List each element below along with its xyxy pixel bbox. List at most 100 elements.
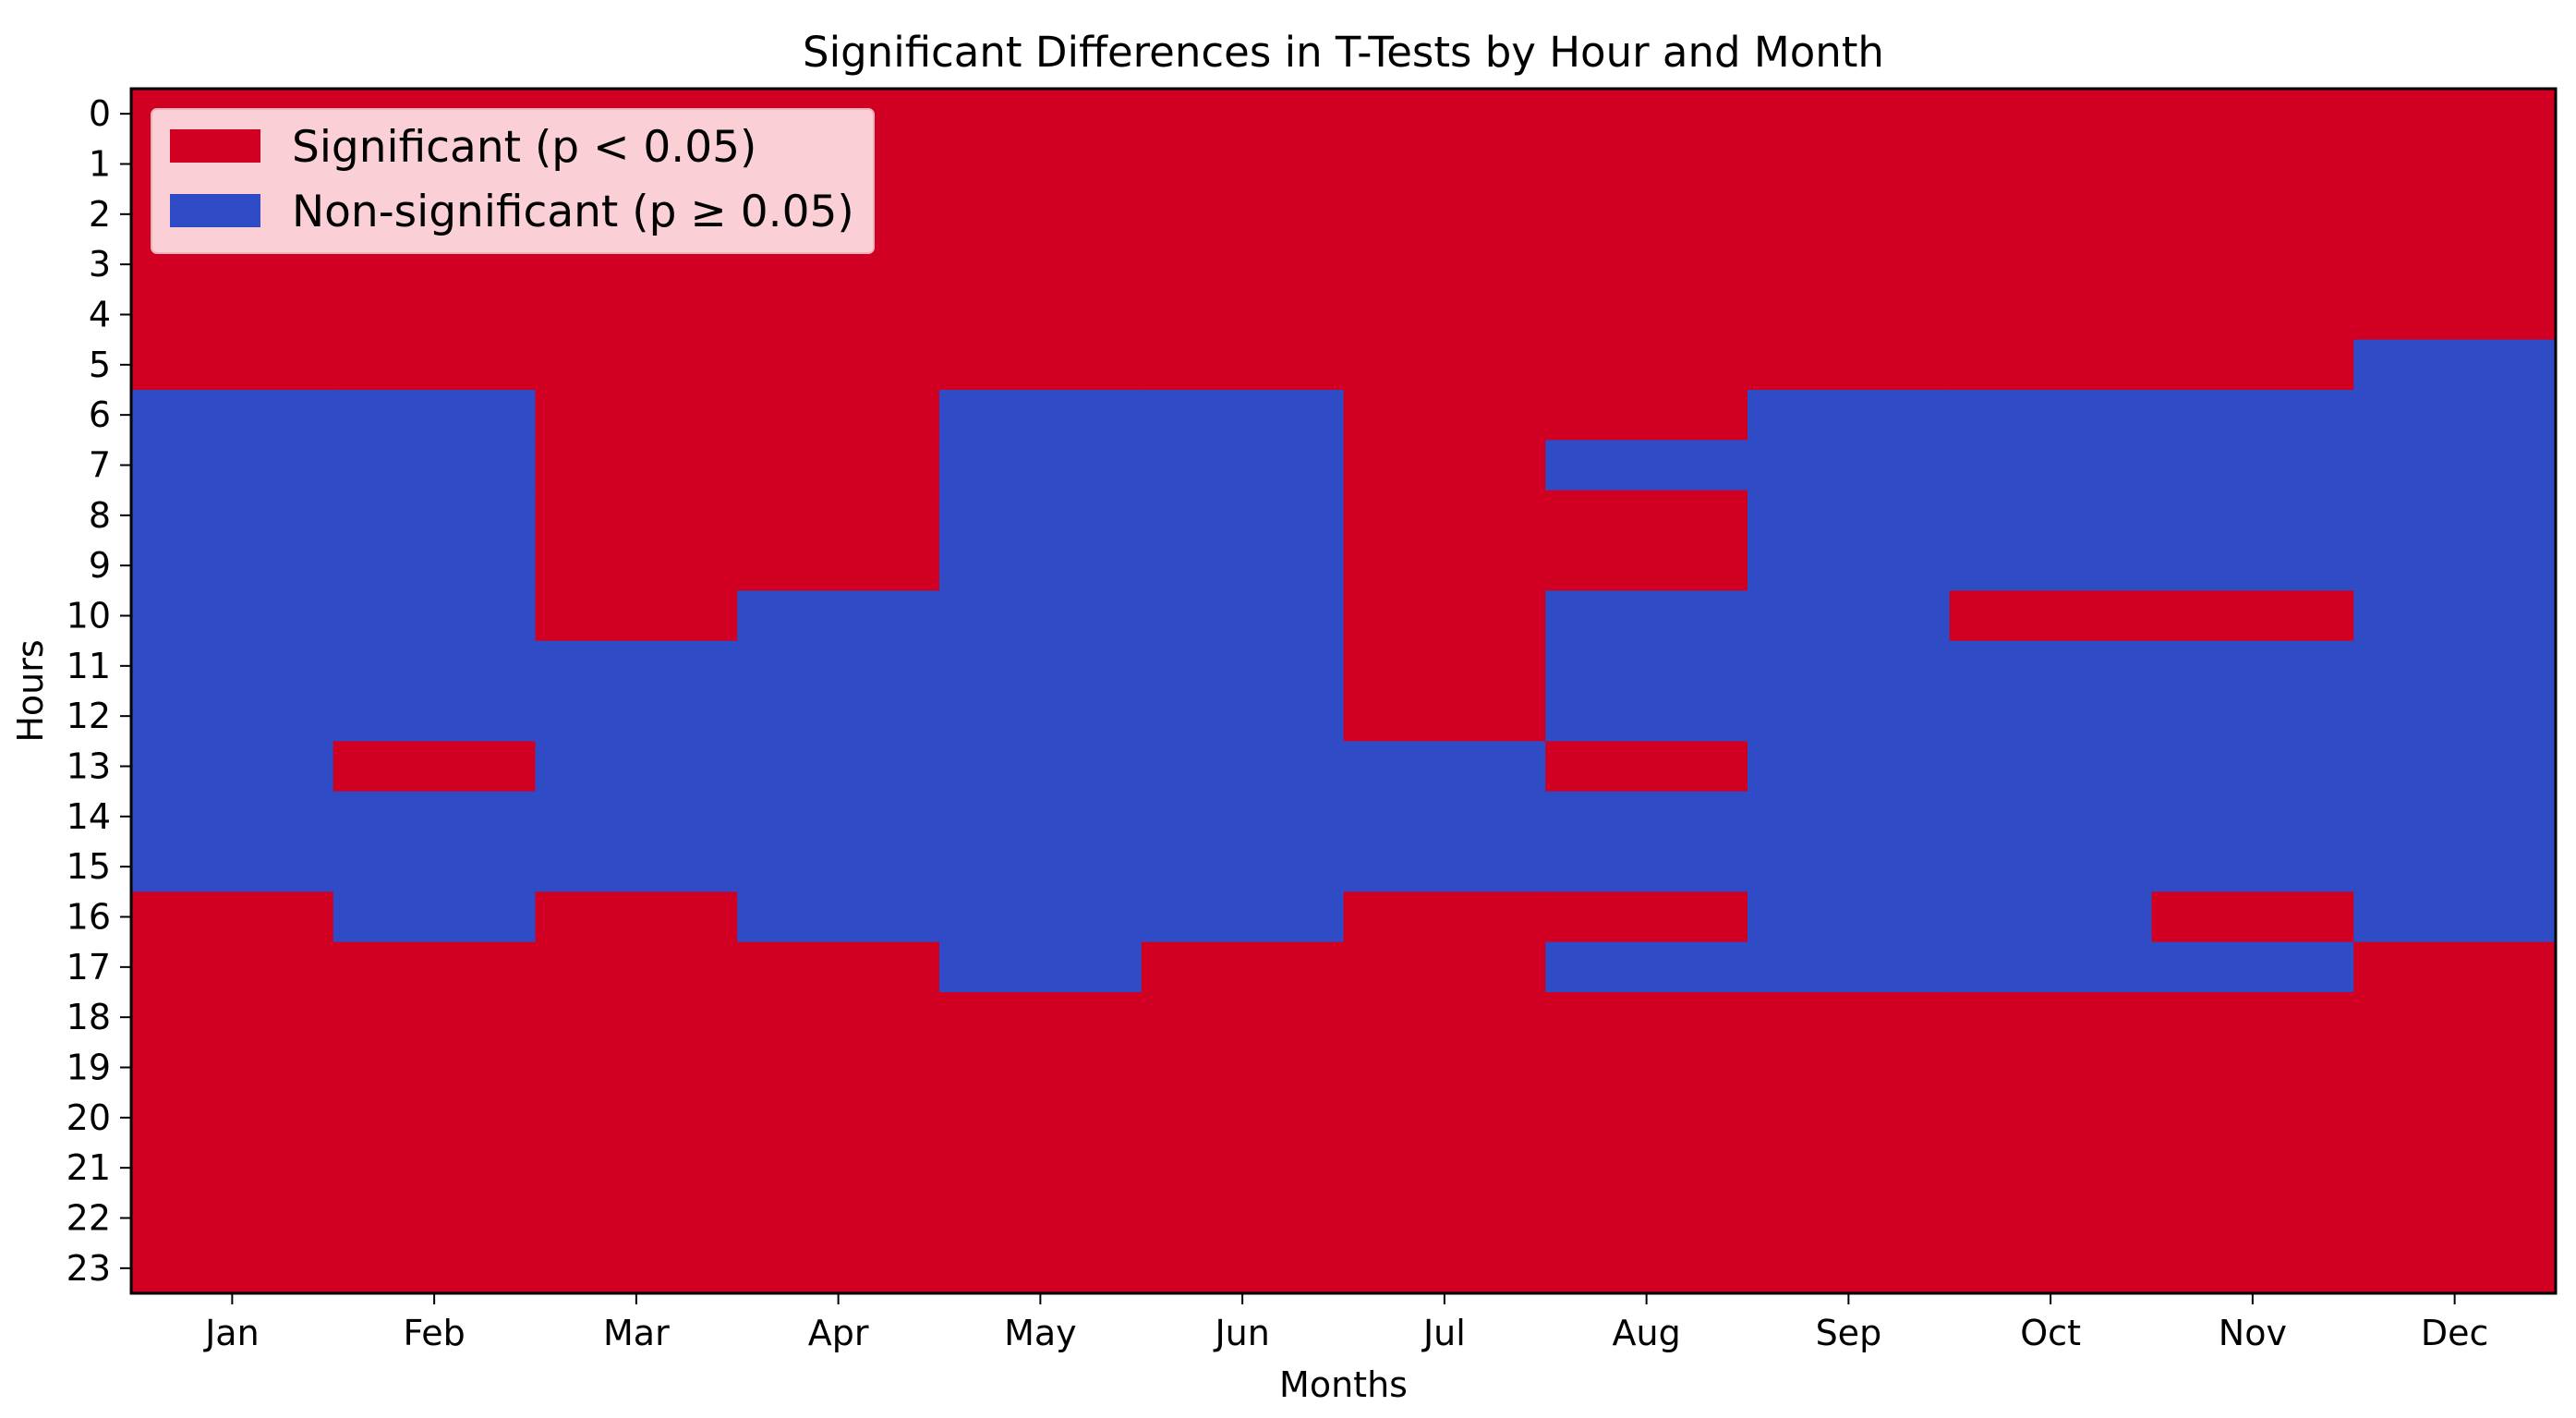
heatmap-cell: [131, 440, 334, 491]
heatmap-cell: [131, 540, 334, 591]
heatmap-cell: [1748, 1193, 1951, 1244]
heatmap-cell: [737, 289, 940, 341]
heatmap-cell: [737, 741, 940, 793]
heatmap-cell: [1343, 791, 1546, 842]
legend-box: [151, 108, 875, 254]
y-tick-label: 22: [67, 1198, 111, 1239]
heatmap-cell: [131, 941, 334, 993]
heatmap-cell: [1545, 941, 1748, 993]
heatmap-cell: [1141, 941, 1345, 993]
y-tick-label: 6: [89, 394, 111, 435]
heatmap-cell: [1141, 1193, 1345, 1244]
heatmap-cell: [1343, 139, 1546, 190]
heatmap-cell: [1949, 89, 2153, 139]
heatmap-cell: [1545, 691, 1748, 742]
heatmap-cell: [2353, 941, 2557, 993]
heatmap-cell: [1545, 640, 1748, 692]
heatmap-cell: [1545, 440, 1748, 491]
heatmap-cell: [2151, 239, 2354, 290]
heatmap-cell: [737, 490, 940, 541]
heatmap-cell: [1141, 490, 1345, 541]
heatmap-cell: [333, 339, 537, 391]
heatmap-cell: [1949, 691, 2153, 742]
x-tick-label: Oct: [2020, 1313, 2081, 1353]
heatmap-cell: [737, 941, 940, 993]
heatmap-cell: [1748, 1143, 1951, 1194]
heatmap-cell: [131, 1143, 334, 1194]
heatmap-cell: [1545, 188, 1748, 240]
heatmap-cell: [1748, 339, 1951, 391]
heatmap-cell: [1343, 1193, 1546, 1244]
heatmap-cell: [737, 992, 940, 1043]
heatmap-cell: [1343, 1042, 1546, 1094]
heatmap-cell: [1545, 1143, 1748, 1194]
heatmap-cell: [1748, 390, 1951, 441]
heatmap-cell: [1748, 289, 1951, 341]
heatmap-cell: [737, 390, 940, 441]
heatmap-cell: [333, 992, 537, 1043]
heatmap-cell: [535, 640, 738, 692]
heatmap-cell: [1141, 188, 1345, 240]
y-tick-label: 15: [67, 846, 111, 887]
heatmap-cell: [535, 1042, 738, 1094]
heatmap-cell: [333, 1143, 537, 1194]
heatmap-cell: [2353, 791, 2557, 842]
heatmap-cell: [1141, 842, 1345, 892]
y-tick-label: 21: [67, 1147, 111, 1188]
x-tick-label: Jun: [1213, 1313, 1269, 1353]
heatmap-cell: [131, 1092, 334, 1144]
heatmap-cell: [1141, 1242, 1345, 1294]
heatmap-cell: [131, 691, 334, 742]
heatmap-cell: [2151, 1092, 2354, 1144]
heatmap-cell: [2353, 89, 2557, 139]
heatmap-cell: [2353, 992, 2557, 1043]
y-tick-label: 17: [67, 947, 111, 988]
heatmap-cell: [131, 791, 334, 842]
heatmap-cell: [2353, 339, 2557, 391]
heatmap-cell: [1545, 1193, 1748, 1244]
heatmap-cell: [737, 1143, 940, 1194]
heatmap-cell: [535, 590, 738, 642]
heatmap-cell: [333, 490, 537, 541]
heatmap-cell: [939, 1242, 1143, 1294]
x-axis-ticks: Jan Feb Mar Apr May Jun Jul Aug Sep Oct Nov Dec: [203, 1293, 2488, 1353]
heatmap-cell: [131, 1242, 334, 1294]
heatmap-cell: [2151, 1193, 2354, 1244]
heatmap-cell: [333, 1042, 537, 1094]
heatmap-cell: [535, 941, 738, 993]
heatmap-cell: [1949, 1143, 2153, 1194]
heatmap-cell: [1545, 590, 1748, 642]
heatmap-cell: [2151, 992, 2354, 1043]
heatmap-cell: [737, 1193, 940, 1244]
heatmap-cell: [1141, 590, 1345, 642]
heatmap-cell: [1141, 390, 1345, 441]
heatmap-cell: [1545, 1042, 1748, 1094]
heatmap-cell: [939, 992, 1143, 1043]
heatmap-cell: [737, 339, 940, 391]
heatmap-cell: [939, 842, 1143, 892]
heatmap-cell: [2151, 691, 2354, 742]
heatmap-cell: [1343, 490, 1546, 541]
heatmap-cell: [1949, 992, 2153, 1043]
heatmap-cell: [1141, 791, 1345, 842]
y-tick-label: 23: [67, 1248, 111, 1289]
heatmap-cell: [939, 590, 1143, 642]
y-tick-label: 13: [67, 746, 111, 787]
heatmap-cell: [939, 89, 1143, 139]
x-tick-label: Sep: [1816, 1313, 1882, 1353]
heatmap-cell: [2151, 188, 2354, 240]
heatmap-cell: [333, 640, 537, 692]
plot-frame: [129, 87, 2558, 1295]
heatmap-cell: [535, 390, 738, 441]
heatmap-cell: [1949, 440, 2153, 491]
heatmap-cell: [1343, 289, 1546, 341]
heatmap-cell: [535, 289, 738, 341]
heatmap-cell: [333, 891, 537, 943]
heatmap-cell: [2151, 1042, 2354, 1094]
heatmap-cell: [1141, 1042, 1345, 1094]
heatmap-cell: [1748, 1092, 1951, 1144]
heatmap-cell: [737, 640, 940, 692]
heatmap-cell: [1949, 289, 2153, 341]
heatmap-cell: [2151, 289, 2354, 341]
